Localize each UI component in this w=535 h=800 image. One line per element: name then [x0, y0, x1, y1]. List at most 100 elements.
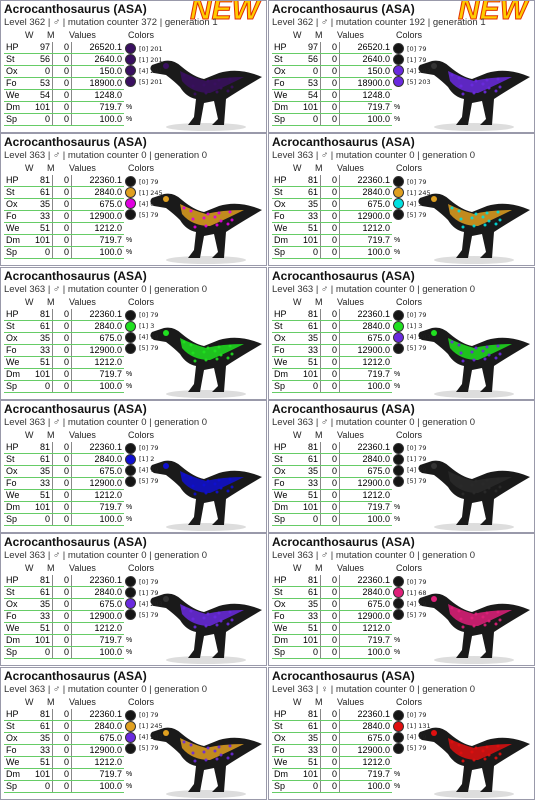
card-title: Acrocanthosaurus (ASA) — [272, 135, 415, 150]
creature-card: Acrocanthosaurus (ASA) Level 363 | ♂ | mu… — [268, 533, 535, 667]
stat-cell: 35 — [294, 598, 321, 612]
color-entry: [4] 79 — [393, 731, 431, 743]
stat-cell: 35 — [294, 198, 321, 212]
creature-card: Acrocanthosaurus (ASA) NEW Level 362 | ♂ |… — [268, 0, 535, 133]
dino-shape — [472, 358, 476, 362]
stat-cell: 100.0 — [339, 780, 392, 793]
dino-shape — [202, 350, 206, 354]
dino-shape — [434, 656, 514, 665]
stat-cell — [124, 90, 136, 102]
stat-row: Ox 35 0 675.0 — [4, 732, 136, 745]
stat-cell: 0 — [320, 477, 340, 490]
stat-row: Fo 33 0 12900.0 — [272, 210, 404, 224]
stat-cell: % — [126, 649, 133, 657]
card-info: Level 363 | ♂ | mutation counter 0 | gen… — [272, 550, 476, 562]
dino-image — [150, 327, 262, 398]
stat-cell: 0 — [52, 210, 72, 224]
stats-table: HP 81 0 22360.1 St 61 0 2840.0 Ox 35 0 675.0 Fo 33 0 12… — [4, 708, 136, 793]
color-entry: [4] 203 — [393, 331, 431, 343]
color-swatch — [393, 331, 404, 343]
dino-shape — [166, 656, 246, 665]
color-label: [4] 203 — [139, 733, 163, 741]
dino-shape — [494, 89, 498, 93]
stats-table: HP 97 0 26520.1 St 56 0 2640.0 Ox 0 0 150.0 Fo 53 0 189… — [4, 42, 136, 126]
card-title: Acrocanthosaurus (ASA) — [272, 668, 415, 683]
stat-cell: 719.7 — [339, 368, 392, 381]
color-entry: [5] 79 — [393, 209, 431, 221]
stat-cell: 2840.0 — [339, 186, 392, 200]
dino-image — [418, 727, 530, 798]
dino-shape — [191, 617, 195, 621]
dino-shape — [494, 222, 498, 226]
color-entry: [1] 3 — [125, 320, 159, 332]
stat-cell: 150.0 — [339, 65, 392, 78]
stat-row: Sp 0 0 100.0% — [4, 780, 136, 793]
stat-cell: 0 — [320, 53, 340, 66]
dino-shape — [213, 749, 217, 752]
color-entry: [0] 79 — [125, 576, 163, 588]
stat-cell: Ox — [272, 465, 294, 478]
color-swatch — [393, 731, 404, 743]
stat-row: Ox 35 0 675.0 — [4, 332, 136, 345]
color-swatch — [125, 187, 136, 199]
stat-cell: 101 — [294, 634, 321, 648]
dino-shape — [180, 470, 244, 493]
stat-cell: Sp — [4, 513, 26, 526]
stat-row: Ox 35 0 675.0 — [272, 332, 404, 345]
stat-row: Fo 33 0 12900.0 — [272, 477, 404, 490]
stat-cell: Sp — [272, 513, 294, 526]
stat-cell: 2840.0 — [339, 586, 392, 600]
stat-cell: Dm — [4, 501, 26, 514]
stat-row: Dm 101 0 719.7% — [4, 234, 136, 248]
dino-shape — [461, 225, 465, 229]
dino-shape — [448, 737, 512, 760]
stat-cell: 0 — [26, 513, 53, 526]
stat-cell: Fo — [272, 344, 294, 357]
stat-row: Dm 101 0 719.7% — [4, 634, 136, 648]
color-swatch — [393, 442, 404, 454]
dino-shape — [474, 346, 478, 350]
dino-shape — [180, 737, 244, 760]
stat-cell — [392, 90, 404, 102]
color-swatch — [125, 65, 136, 76]
stat-cell: St — [4, 53, 26, 66]
stat-cell: Fo — [4, 610, 26, 624]
dino-shape — [230, 352, 234, 356]
stat-cell: HP — [272, 575, 294, 588]
dino-shape — [470, 750, 474, 753]
stat-cell: % — [126, 515, 133, 523]
color-list: [0] 79 [1] 3 [4] 79 [5] 79 — [125, 309, 159, 354]
stat-row: Ox 35 0 675.0 — [272, 598, 404, 612]
dino-shape — [461, 92, 465, 96]
stat-cell: 0 — [320, 441, 340, 454]
dino-shape — [163, 596, 169, 603]
stat-cell: 22360.1 — [71, 575, 124, 588]
color-entry: [1] 3 — [393, 320, 431, 332]
stat-row: HP 81 0 22360.1 — [272, 575, 404, 588]
dino-shape — [180, 204, 244, 227]
stat-cell: Ox — [272, 732, 294, 745]
column-header: Values — [69, 696, 96, 707]
stat-row: Sp 0 0 100.0% — [4, 513, 136, 526]
stat-cell: 0 — [320, 320, 340, 333]
stat-cell: 2840.0 — [71, 453, 124, 466]
stat-cell: 81 — [26, 708, 53, 721]
dino-shape — [182, 473, 186, 477]
dino-image — [150, 193, 262, 265]
color-label: [5] 79 — [407, 210, 427, 219]
dino-shape — [461, 625, 465, 629]
color-list: [0] 79 [1] 79 [4] 203 [5] 79 — [125, 576, 163, 621]
stat-cell: 0 — [52, 610, 72, 624]
stat-row: HP 81 0 22360.1 — [4, 175, 136, 188]
stat-cell: 0 — [320, 332, 340, 345]
stat-cell: 0 — [320, 101, 340, 114]
stat-cell: % — [394, 782, 401, 790]
color-entry: [0] 201 — [125, 43, 163, 54]
dino-shape — [191, 217, 195, 221]
stat-row: HP 81 0 22360.1 — [272, 708, 404, 721]
column-header: W — [25, 296, 34, 307]
color-swatch — [125, 198, 136, 210]
dino-shape — [457, 743, 461, 746]
stat-row: HP 81 0 22360.1 — [272, 308, 404, 321]
